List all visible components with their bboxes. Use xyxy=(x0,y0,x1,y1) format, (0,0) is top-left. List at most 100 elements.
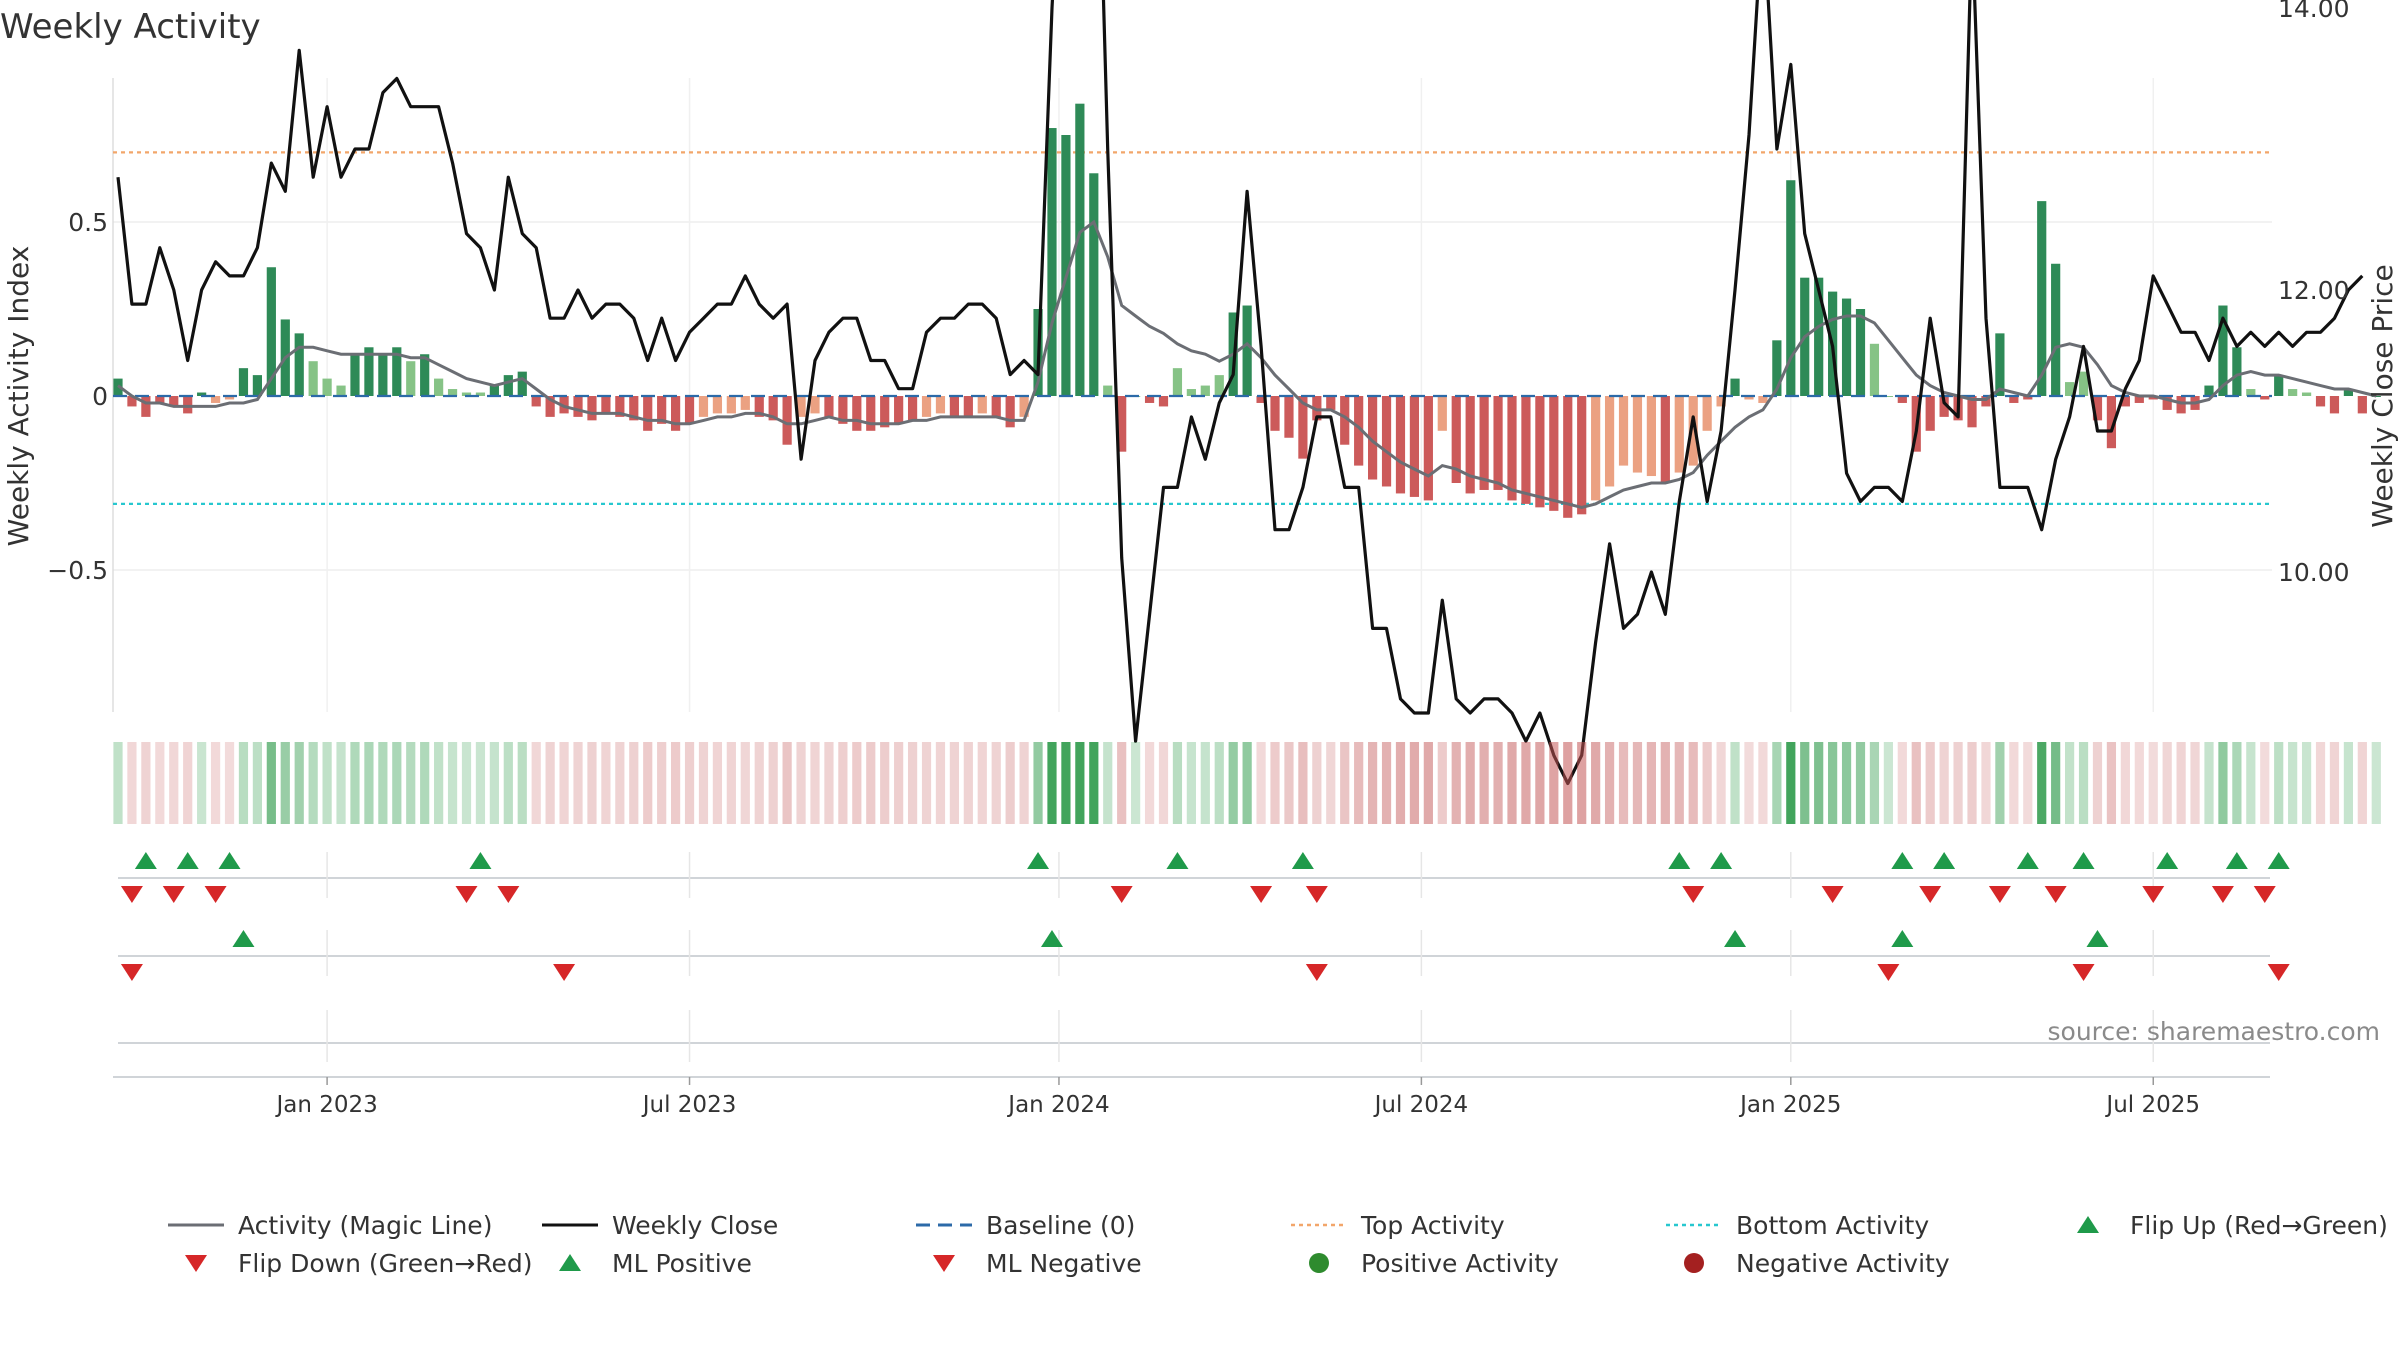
activity-bar xyxy=(643,396,653,431)
heat-cell xyxy=(1354,742,1364,824)
activity-bar xyxy=(991,396,1001,417)
legend-swatch xyxy=(2077,1216,2099,1233)
legend-item: Flip Up (Red→Green) xyxy=(2077,1211,2388,1240)
left-axis-ticks: 0.5 0 −0.5 xyxy=(47,208,108,585)
heat-cell xyxy=(434,742,444,824)
heat-cell xyxy=(1730,742,1740,824)
heat-cell xyxy=(1744,742,1754,824)
heat-cell xyxy=(364,742,374,824)
activity-bar xyxy=(1493,396,1503,490)
heat-cell xyxy=(2065,742,2075,824)
legend-item: ML Positive xyxy=(559,1249,752,1278)
activity-bar xyxy=(169,396,179,407)
activity-bar xyxy=(364,347,374,396)
activity-bar xyxy=(1995,333,2005,396)
activity-bar xyxy=(2260,396,2270,400)
activity-bar xyxy=(1423,396,1433,501)
legend-swatch xyxy=(185,1255,207,1272)
heat-cell xyxy=(2190,742,2200,824)
activity-bar xyxy=(197,392,207,396)
activity-bar xyxy=(1061,135,1071,396)
heat-cell xyxy=(1786,742,1796,824)
y-right-tick-label: 10.00 xyxy=(2278,558,2350,587)
heat-cell xyxy=(1326,742,1336,824)
heat-cell xyxy=(308,742,318,824)
activity-bar xyxy=(2232,347,2242,396)
activity-bar xyxy=(2065,382,2075,396)
activity-bar xyxy=(224,396,235,400)
legend-label: Baseline (0) xyxy=(986,1211,1135,1240)
activity-bar xyxy=(1716,396,1726,407)
activity-bar xyxy=(1465,396,1475,494)
activity-bar xyxy=(378,354,388,396)
heat-cell xyxy=(2329,742,2340,824)
y-right-tick-label: 12.00 xyxy=(2278,276,2350,305)
heat-cell xyxy=(991,742,1001,824)
ml-negative-marker xyxy=(1305,964,1328,981)
heat-cell xyxy=(1019,742,1029,824)
activity-bar xyxy=(1618,396,1629,466)
activity-bar xyxy=(573,396,583,417)
heat-cell xyxy=(894,742,904,824)
activity-bar xyxy=(2218,305,2228,396)
activity-bar xyxy=(1340,396,1350,445)
activity-bar xyxy=(1409,396,1420,497)
activity-bar xyxy=(768,396,778,421)
heat-cell xyxy=(629,742,639,824)
activity-bar xyxy=(796,396,806,417)
activity-bars xyxy=(113,103,2381,518)
heat-cell xyxy=(768,742,778,824)
activity-bar xyxy=(921,396,932,417)
heat-cell xyxy=(2260,742,2270,824)
flip-down-marker xyxy=(1919,886,1942,903)
activity-bar xyxy=(252,375,262,396)
legend-label: Bottom Activity xyxy=(1736,1211,1929,1240)
activity-bar xyxy=(1117,396,1127,452)
heat-cell xyxy=(127,742,137,824)
activity-bar xyxy=(866,396,876,431)
activity-bar xyxy=(2134,396,2144,403)
heat-cell xyxy=(447,742,458,824)
heat-cell xyxy=(1242,742,1252,824)
activity-bar xyxy=(810,396,820,414)
heat-cell xyxy=(2288,742,2298,824)
heat-cell xyxy=(2092,742,2103,824)
activity-bar xyxy=(1144,396,1155,403)
activity-bar xyxy=(2204,385,2214,396)
activity-bar xyxy=(392,347,402,396)
flip-down-marker xyxy=(1682,886,1705,903)
legend-item: ML Negative xyxy=(933,1249,1142,1278)
activity-bar xyxy=(155,396,165,403)
heat-cell xyxy=(210,742,221,824)
flip-down-marker xyxy=(455,886,478,903)
y-left-tick-label: 0 xyxy=(92,382,108,411)
heat-cell xyxy=(754,742,764,824)
activity-bar xyxy=(183,396,193,414)
heat-cell xyxy=(1883,742,1893,824)
activity-bar xyxy=(1660,396,1670,483)
activity-bar xyxy=(657,396,667,424)
activity-bar xyxy=(294,333,304,396)
heat-cell xyxy=(1995,742,2005,824)
activity-bar xyxy=(1563,396,1573,518)
heat-cell xyxy=(1144,742,1155,824)
heat-cell xyxy=(1479,742,1489,824)
heat-cell xyxy=(2009,742,2019,824)
flip-down-marker xyxy=(1821,886,1844,903)
legend-label: Flip Up (Red→Green) xyxy=(2130,1211,2388,1240)
heat-cell xyxy=(2023,742,2033,824)
y-right-tick-label: 14.00 xyxy=(2278,0,2350,23)
ml-negative-marker xyxy=(553,964,576,981)
flip-up-marker xyxy=(1027,852,1050,869)
activity-bar xyxy=(210,396,221,403)
heat-cell xyxy=(1577,742,1587,824)
heat-cell xyxy=(2120,742,2130,824)
activity-bar xyxy=(1186,389,1196,396)
heat-cell xyxy=(2315,742,2326,824)
activity-bar xyxy=(894,396,904,424)
heat-cell xyxy=(698,742,709,824)
activity-bar xyxy=(977,396,987,414)
heat-cell xyxy=(2204,742,2214,824)
heat-cell xyxy=(224,742,235,824)
